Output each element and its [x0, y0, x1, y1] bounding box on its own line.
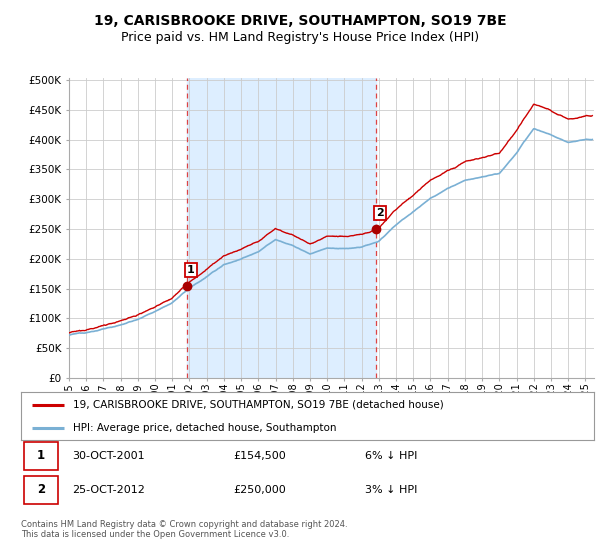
Text: Contains HM Land Registry data © Crown copyright and database right 2024.
This d: Contains HM Land Registry data © Crown c… [21, 520, 347, 539]
Text: 2: 2 [37, 483, 45, 496]
Text: HPI: Average price, detached house, Southampton: HPI: Average price, detached house, Sout… [73, 423, 336, 433]
Text: 19, CARISBROOKE DRIVE, SOUTHAMPTON, SO19 7BE (detached house): 19, CARISBROOKE DRIVE, SOUTHAMPTON, SO19… [73, 400, 443, 410]
Text: Price paid vs. HM Land Registry's House Price Index (HPI): Price paid vs. HM Land Registry's House … [121, 31, 479, 44]
Bar [187, 78, 376, 378]
FancyBboxPatch shape [24, 442, 58, 469]
Text: 19, CARISBROOKE DRIVE, SOUTHAMPTON, SO19 7BE: 19, CARISBROOKE DRIVE, SOUTHAMPTON, SO19… [94, 14, 506, 28]
Text: 2: 2 [376, 208, 384, 218]
Text: 25-OCT-2012: 25-OCT-2012 [73, 485, 145, 495]
FancyBboxPatch shape [24, 476, 58, 503]
Text: 6% ↓ HPI: 6% ↓ HPI [365, 451, 417, 461]
Text: 30-OCT-2001: 30-OCT-2001 [73, 451, 145, 461]
Text: 3% ↓ HPI: 3% ↓ HPI [365, 485, 417, 495]
Text: 1: 1 [37, 449, 45, 462]
Text: £250,000: £250,000 [233, 485, 286, 495]
Text: 1: 1 [187, 265, 195, 275]
Text: £154,500: £154,500 [233, 451, 286, 461]
